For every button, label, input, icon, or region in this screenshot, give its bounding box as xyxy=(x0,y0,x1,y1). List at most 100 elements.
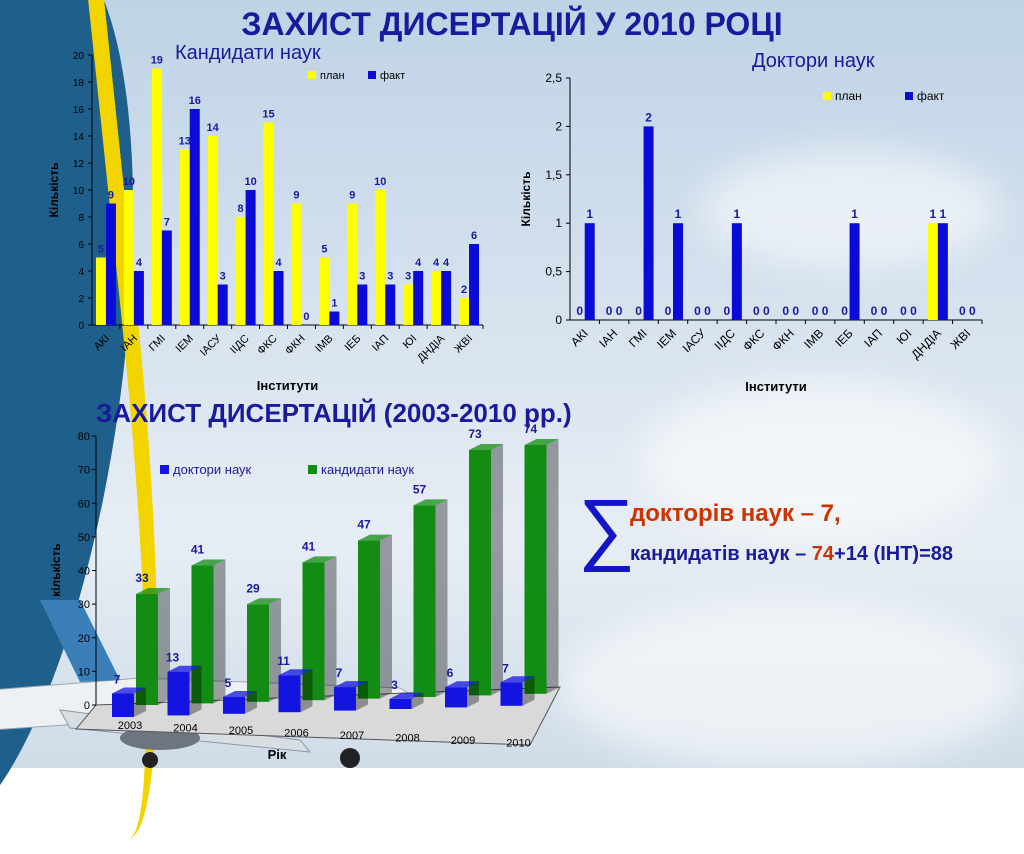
bar-doctors-side xyxy=(356,681,368,711)
bar-candidates xyxy=(247,604,269,702)
bar-doctors-side xyxy=(522,676,535,706)
page-title: ЗАХИСТ ДИСЕРТАЦІЙ У 2010 РОЦІ xyxy=(241,6,783,42)
data-label: 15 xyxy=(262,109,274,121)
bar-doctors-top xyxy=(167,665,202,672)
bar-факт xyxy=(217,284,228,325)
y-tick-label: 4 xyxy=(78,267,84,278)
data-label: 74 xyxy=(524,422,538,436)
bar-факт xyxy=(469,244,480,325)
bar-candidates xyxy=(358,540,380,699)
data-label: 0 xyxy=(881,304,888,318)
data-label: 3 xyxy=(387,271,393,283)
y-tick-label: 2 xyxy=(555,119,562,133)
bar-план xyxy=(319,257,330,325)
bar-candidates xyxy=(524,444,547,694)
bar-doctors-top xyxy=(445,681,479,688)
bar-план xyxy=(403,284,414,325)
y-tick-label: 10 xyxy=(73,186,85,197)
data-label: 2 xyxy=(645,110,652,124)
bar-doctors-side xyxy=(300,669,313,713)
legend-swatch xyxy=(823,92,831,100)
bar-candidates-side xyxy=(213,559,226,704)
data-label: 0 xyxy=(792,304,799,318)
bar-candidates-top xyxy=(247,598,281,605)
data-label: 73 xyxy=(468,427,482,441)
data-label: 10 xyxy=(374,176,386,188)
bar-факт xyxy=(937,223,948,320)
bar-план xyxy=(347,203,358,325)
data-label: 0 xyxy=(665,304,672,318)
bar-факт xyxy=(441,271,452,325)
bar-факт xyxy=(413,271,424,325)
bar-doctors-side xyxy=(134,687,146,717)
bar-факт xyxy=(584,223,595,320)
bar-doctors xyxy=(278,675,301,713)
y-tick-label: 0 xyxy=(555,313,562,327)
bar-факт xyxy=(105,203,116,325)
data-label: 9 xyxy=(349,190,355,202)
bar-план xyxy=(95,257,106,325)
bar-doctors-top xyxy=(112,687,146,694)
bar-план xyxy=(927,223,938,320)
bar-doctors-side xyxy=(411,692,424,709)
data-label: 4 xyxy=(275,257,282,269)
data-label: 41 xyxy=(191,543,205,557)
data-label: 7 xyxy=(164,217,170,229)
data-label: 1 xyxy=(940,207,947,221)
y-tick-label: 18 xyxy=(73,78,85,89)
bar-doctors-side xyxy=(189,665,202,716)
data-label: 4 xyxy=(136,257,143,269)
data-label: 6 xyxy=(471,230,477,242)
bar-факт xyxy=(273,271,284,325)
doctors-chart-title: Доктори наук xyxy=(752,50,875,72)
bar-план xyxy=(375,190,386,325)
data-label: 0 xyxy=(694,304,701,318)
x-axis-label: Рік xyxy=(268,747,287,762)
y-tick-label: 16 xyxy=(73,105,85,116)
y-tick-label: 30 xyxy=(78,599,90,611)
data-label: 0 xyxy=(969,304,976,318)
x-tick-label: 2004 xyxy=(173,723,197,735)
y-tick-label: 70 xyxy=(78,465,90,477)
data-label: 1 xyxy=(675,207,682,221)
bar-candidates xyxy=(191,565,214,704)
data-label: 5 xyxy=(321,244,327,256)
data-label: 10 xyxy=(123,176,135,188)
legend-swatch xyxy=(368,71,376,79)
bar-candidates-top xyxy=(469,443,503,450)
data-label: 0 xyxy=(871,304,878,318)
data-label: 5 xyxy=(225,676,232,690)
data-label: 0 xyxy=(724,304,731,318)
y-tick-label: 14 xyxy=(73,132,85,143)
y-tick-label: 60 xyxy=(78,498,90,510)
y-axis-label: Кількість xyxy=(519,172,533,227)
data-label: 0 xyxy=(303,311,309,323)
bar-candidates-side xyxy=(158,588,170,705)
bar-candidates-top xyxy=(302,556,337,563)
data-label: 1 xyxy=(930,207,937,221)
bar-план xyxy=(459,298,470,325)
bar-candidates-side xyxy=(491,443,503,696)
cloud xyxy=(640,380,1000,540)
bar-doctors-top xyxy=(389,692,424,699)
bar-doctors xyxy=(112,693,134,717)
data-label: 16 xyxy=(189,95,201,107)
data-label: 3 xyxy=(405,271,411,283)
bar-факт xyxy=(161,230,172,325)
candidates-summary-value: 74 xyxy=(811,543,835,565)
legend-label: доктори наук xyxy=(173,462,252,477)
x-tick-label: 2007 xyxy=(340,730,364,742)
bar-doctors xyxy=(167,671,190,716)
bar-план xyxy=(431,271,442,325)
data-label: 0 xyxy=(704,304,711,318)
data-label: 5 xyxy=(98,244,104,256)
bar-candidates xyxy=(302,562,325,701)
cloud xyxy=(560,600,1020,770)
y-axis-label: Кількість xyxy=(47,163,61,218)
y-tick-label: 6 xyxy=(78,240,84,251)
data-label: 0 xyxy=(900,304,907,318)
data-label: 41 xyxy=(302,539,316,553)
x-tick-label: 2009 xyxy=(451,735,475,747)
data-label: 0 xyxy=(753,304,760,318)
legend-swatch xyxy=(308,465,317,474)
